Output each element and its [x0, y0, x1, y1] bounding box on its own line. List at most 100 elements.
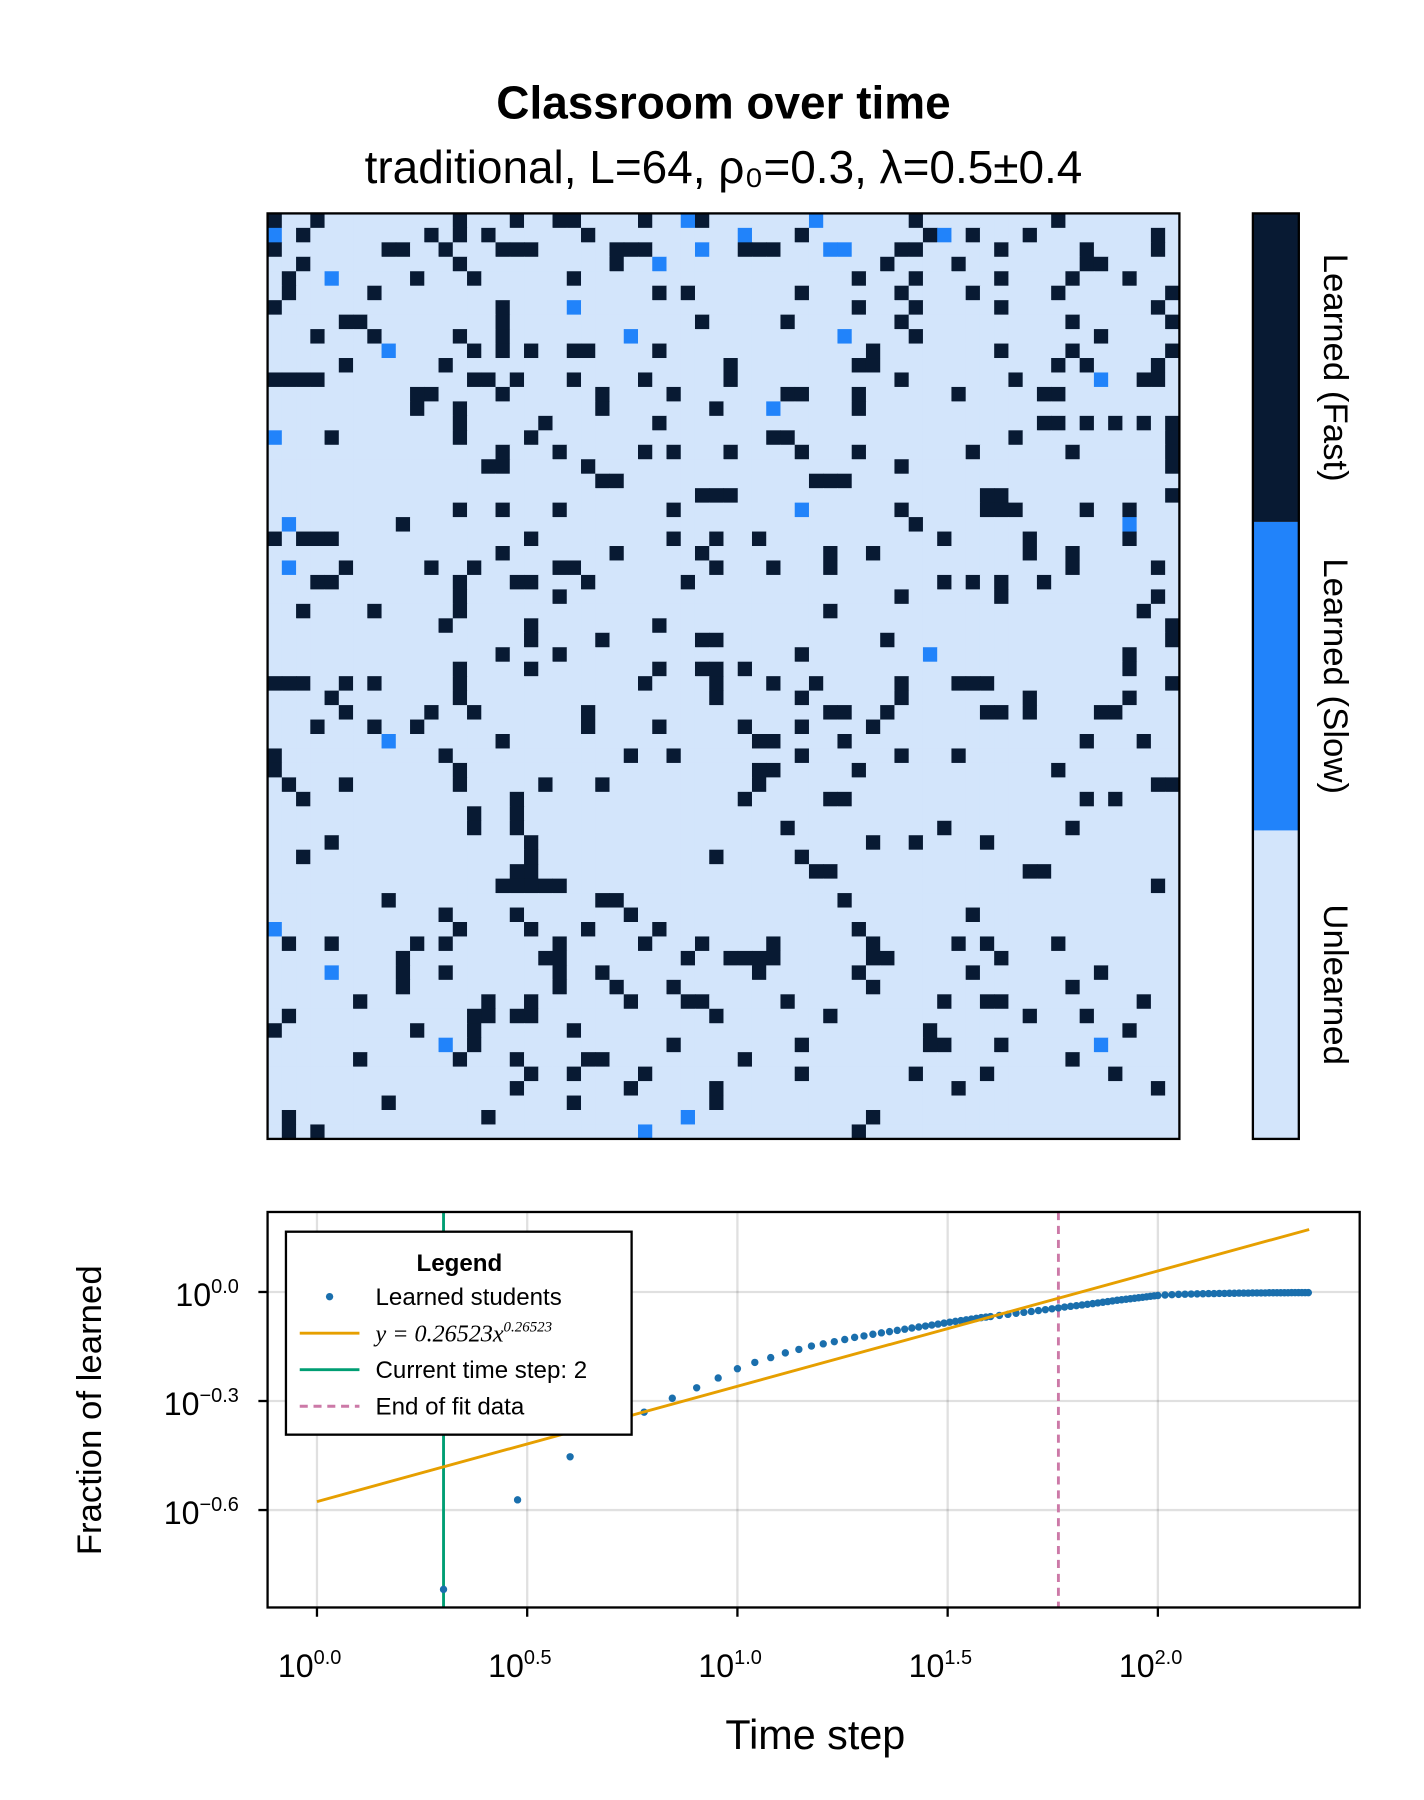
cell	[922, 502, 938, 518]
cell	[837, 329, 853, 345]
cell	[652, 1066, 667, 1082]
cell	[694, 1109, 710, 1125]
cell	[680, 603, 696, 619]
cell	[310, 936, 326, 952]
cell	[979, 285, 995, 301]
cell	[609, 618, 625, 634]
cell	[609, 676, 625, 692]
cell	[1065, 1037, 1081, 1053]
cell	[552, 878, 568, 894]
cell	[395, 386, 411, 402]
cell	[638, 343, 653, 359]
cell	[281, 415, 297, 431]
cell	[1065, 921, 1081, 937]
cell	[595, 329, 610, 345]
cell	[267, 589, 283, 605]
cell	[424, 300, 439, 316]
cell	[509, 415, 525, 431]
cell	[324, 1081, 340, 1096]
cell	[595, 690, 610, 706]
cell	[680, 1023, 696, 1039]
cell	[395, 314, 411, 330]
cell	[481, 372, 496, 388]
cell	[894, 372, 910, 388]
cell	[538, 574, 553, 590]
cell	[609, 546, 625, 561]
cell	[267, 314, 283, 330]
cell	[581, 1109, 596, 1125]
cell	[965, 444, 981, 460]
cell	[481, 849, 496, 865]
cell	[395, 242, 411, 258]
cell	[381, 1023, 397, 1039]
cell	[994, 488, 1009, 504]
cell	[438, 705, 454, 721]
cell	[509, 589, 525, 605]
cell	[994, 806, 1009, 822]
cell	[595, 271, 610, 287]
cell	[1065, 661, 1081, 677]
cell	[1065, 632, 1081, 648]
cell	[495, 734, 511, 749]
cell	[438, 1052, 454, 1068]
cell	[452, 921, 468, 937]
cell	[723, 907, 739, 923]
cell	[338, 676, 354, 692]
cell	[723, 878, 739, 894]
cell	[865, 878, 881, 894]
cell	[1036, 661, 1052, 677]
cell	[994, 762, 1009, 778]
cell	[367, 546, 383, 561]
cell	[1150, 444, 1166, 460]
cell	[937, 444, 952, 460]
cell	[438, 965, 454, 981]
cell	[353, 705, 368, 721]
cell	[751, 271, 767, 287]
cell	[310, 921, 326, 937]
cell	[623, 965, 639, 981]
cell	[1108, 849, 1123, 865]
cell	[709, 488, 724, 504]
cell	[1108, 965, 1123, 981]
cell	[1165, 560, 1180, 576]
cell	[865, 618, 881, 634]
cell	[1122, 979, 1138, 995]
cell	[951, 950, 967, 966]
cell	[1079, 878, 1095, 894]
cell	[751, 488, 767, 504]
cell	[1065, 907, 1081, 923]
cell	[1136, 517, 1152, 533]
cell	[1065, 256, 1081, 272]
cell	[1165, 386, 1180, 402]
cell	[353, 965, 368, 981]
cell	[509, 329, 525, 345]
cell	[808, 574, 824, 590]
cell	[338, 690, 354, 706]
cell	[652, 791, 667, 807]
cell	[680, 473, 696, 489]
cell	[1136, 676, 1152, 692]
cell	[751, 864, 767, 880]
cell	[865, 994, 881, 1010]
cell	[652, 401, 667, 417]
cell	[666, 632, 682, 648]
cell	[395, 531, 411, 547]
cell	[1022, 531, 1038, 547]
cell	[1051, 647, 1066, 663]
cell	[495, 358, 511, 373]
cell	[338, 386, 354, 402]
cell	[281, 444, 297, 460]
cell	[994, 690, 1009, 706]
cell	[524, 1081, 539, 1096]
cell	[509, 661, 525, 677]
cell	[310, 705, 326, 721]
cell	[467, 835, 482, 851]
cell	[1036, 762, 1052, 778]
cell	[1165, 372, 1180, 388]
cell	[467, 762, 482, 778]
cell	[994, 1037, 1009, 1053]
cell	[1008, 979, 1024, 995]
cell	[296, 386, 311, 402]
cell	[994, 372, 1009, 388]
cell	[709, 676, 724, 692]
